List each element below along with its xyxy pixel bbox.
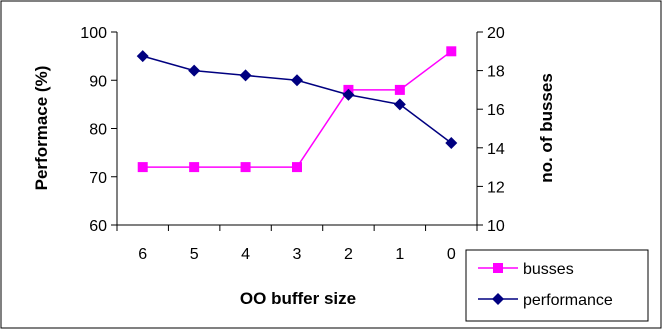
legend-label-performance: performance [523, 292, 613, 309]
x-tick-label: 2 [344, 246, 353, 263]
x-tick-label: 6 [138, 246, 147, 263]
x-axis-title: OO buffer size [240, 289, 356, 308]
data-point-busses [189, 162, 200, 173]
y-left-tick-label: 80 [89, 122, 107, 139]
x-tick-label: 5 [190, 246, 199, 263]
legend-marker-performance [492, 293, 504, 305]
data-point-busses [446, 46, 457, 57]
y-right-axis-title: no. of busses [537, 73, 556, 183]
left-axis-ticks: 60 70 80 90 100 [80, 25, 117, 235]
y-right-tick-label: 20 [487, 25, 505, 42]
legend: busses performance [465, 249, 649, 322]
x-tick-label: 1 [395, 246, 404, 263]
x-tick-label: 0 [447, 246, 456, 263]
data-point-performance [445, 136, 458, 149]
data-point-busses [292, 162, 302, 173]
data-point-performance [342, 88, 355, 101]
data-point-busses [240, 162, 251, 173]
data-point-busses [137, 162, 148, 173]
data-point-performance [291, 74, 303, 87]
legend-label-busses: busses [523, 261, 574, 278]
y-left-axis-title: Performace (%) [32, 66, 51, 191]
data-point-performance [239, 69, 252, 82]
y-left-tick-label: 100 [80, 25, 107, 42]
legend-box [465, 249, 649, 322]
x-tick-label: 3 [293, 246, 302, 263]
data-point-performance [393, 98, 406, 111]
x-tick-label: 4 [241, 246, 250, 263]
y-right-tick-label: 14 [487, 141, 505, 158]
data-point-performance [188, 64, 201, 77]
y-right-tick-label: 12 [487, 179, 505, 196]
y-right-tick-label: 10 [487, 218, 505, 235]
y-left-tick-label: 70 [89, 170, 107, 187]
y-right-tick-label: 16 [487, 102, 505, 119]
right-axis-ticks: 10 12 14 16 18 20 [477, 25, 505, 235]
y-left-tick-label: 90 [89, 73, 107, 90]
y-left-tick-label: 60 [89, 218, 107, 235]
y-right-tick-label: 18 [487, 64, 505, 81]
data-point-performance [136, 50, 149, 63]
legend-marker-busses [493, 263, 503, 273]
data-point-busses [394, 84, 405, 95]
x-axis-ticks: 6 5 4 3 2 1 0 [116, 225, 478, 263]
series-layer [136, 46, 458, 173]
